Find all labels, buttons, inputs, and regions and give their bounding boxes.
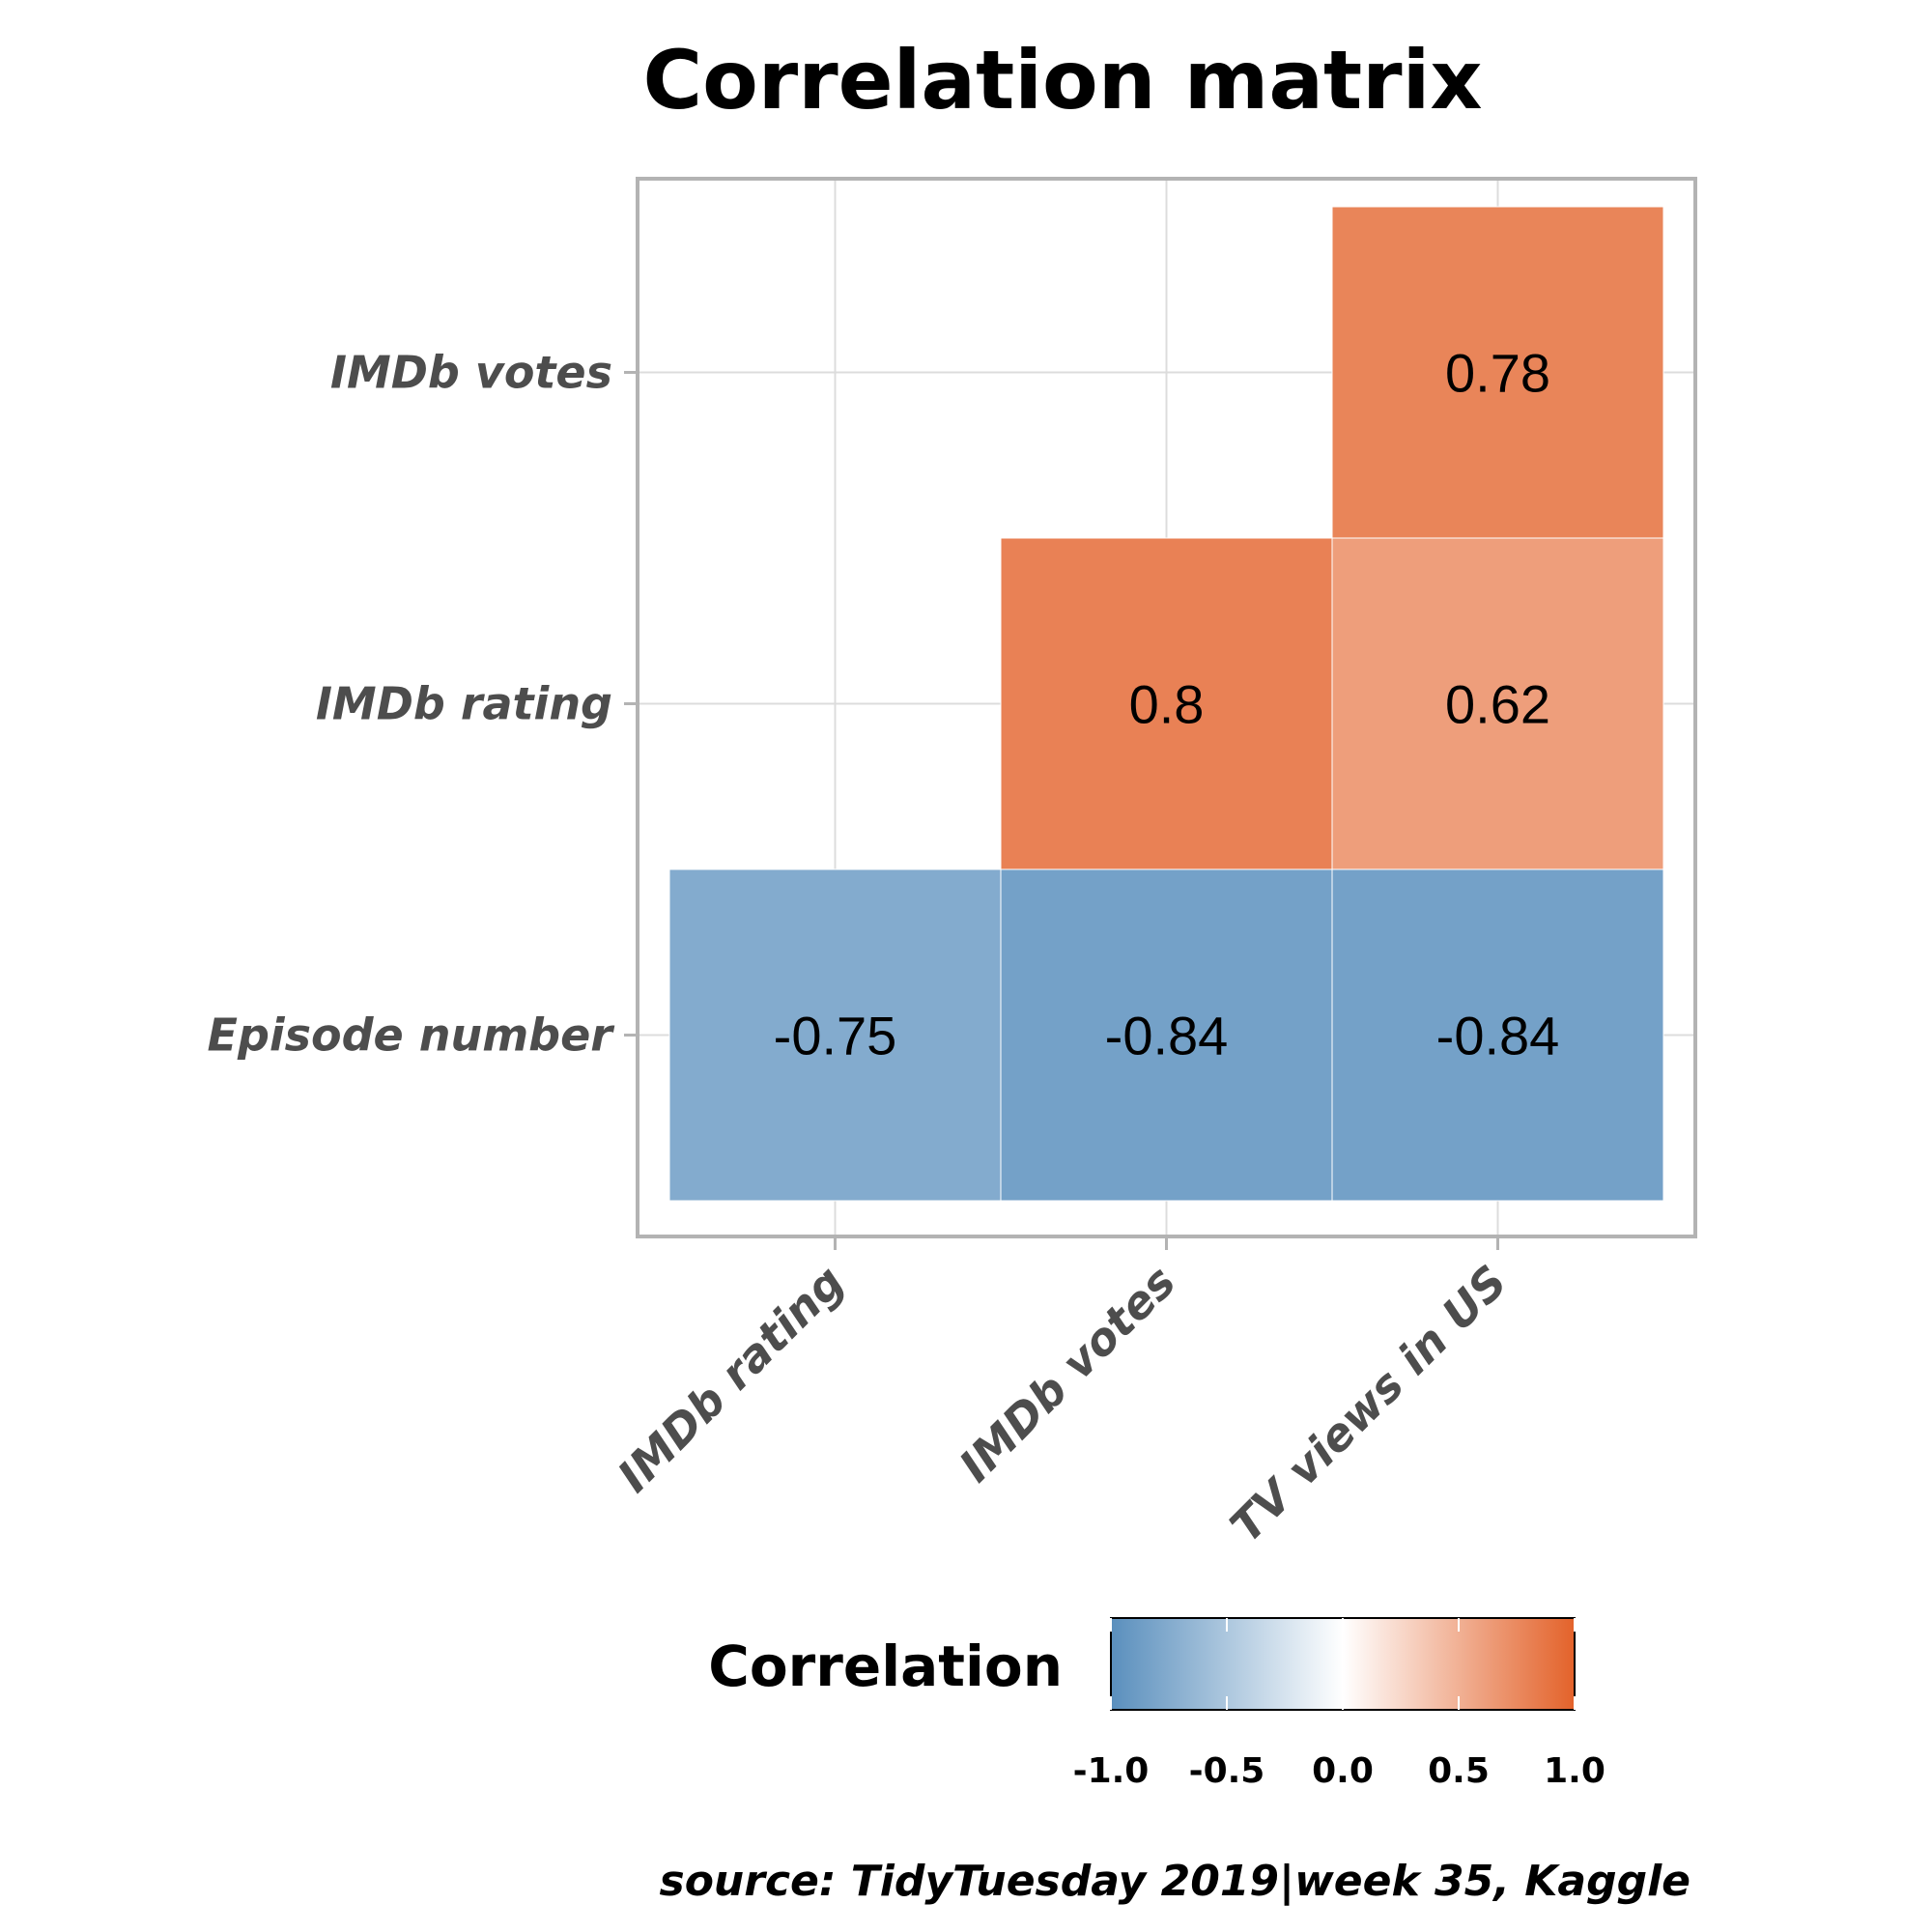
heatmap-cell-tv-views-in-us-imdb-rating (1331, 537, 1664, 870)
legend-tick-label: 0.0 (1312, 1751, 1374, 1791)
heatmap-cell-tv-views-in-us-imdb-votes (1331, 206, 1664, 539)
cell-value-label: 0.62 (1445, 674, 1550, 735)
y-tick-label: Episode number (208, 1009, 616, 1062)
legend-colorbar (1110, 1617, 1576, 1711)
cell-value-label: 0.78 (1445, 343, 1550, 404)
plot-panel: -0.75 -0.84 -0.84 0.8 0.62 0.78 Episode number… (208, 177, 1697, 1552)
cell-value-label: -0.84 (1436, 1006, 1560, 1066)
legend-title: Correlation (708, 1634, 1063, 1699)
cell-value-label: 0.8 (1129, 674, 1205, 735)
x-tick-label: IMDb votes (949, 1256, 1185, 1492)
legend-tick-label: 0.5 (1428, 1751, 1490, 1791)
x-tick-label: IMDb rating (608, 1256, 854, 1502)
chart-title: Correlation matrix (642, 33, 1482, 128)
heatmap-cell-imdb-rating-episode-number (668, 868, 1002, 1202)
cell-value-label: -0.84 (1105, 1006, 1229, 1066)
chart-caption: source: TidyTuesday 2019|week 35, Kaggle (660, 1857, 1691, 1906)
y-tick-label: IMDb rating (316, 678, 612, 730)
y-tick-label: IMDb votes (330, 347, 612, 399)
legend-tick-label: 1.0 (1544, 1751, 1605, 1791)
legend-tick-label: -0.5 (1189, 1751, 1265, 1791)
heatmap-cell-imdb-votes-episode-number (1000, 868, 1333, 1202)
color-legend: Correlation -1.0 -0.5 0.0 0.5 1.0 (708, 1617, 1605, 1791)
cell-value-label: -0.75 (774, 1006, 897, 1066)
heatmap-cell-tv-views-in-us-episode-number (1331, 868, 1664, 1202)
legend-tick-label: -1.0 (1073, 1751, 1150, 1791)
heatmap-cell-imdb-votes-imdb-rating (1000, 537, 1333, 870)
x-tick-label: TV views in US (1220, 1256, 1517, 1552)
